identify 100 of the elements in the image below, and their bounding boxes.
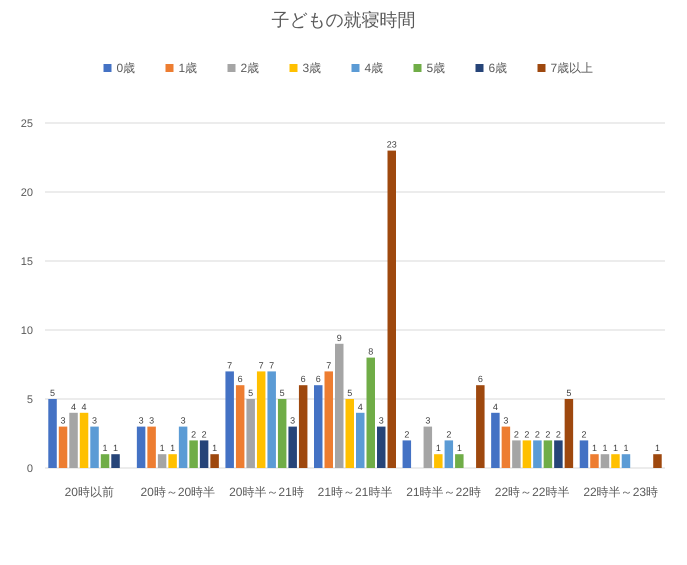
bar xyxy=(491,412,500,468)
x-tick-label: 21時半～22時 xyxy=(406,485,481,499)
bar xyxy=(356,412,364,468)
bar xyxy=(580,440,588,468)
data-label: 3 xyxy=(425,416,430,426)
bar xyxy=(168,454,177,468)
bar xyxy=(424,426,432,468)
data-label: 1 xyxy=(160,443,165,454)
data-label: 2 xyxy=(524,429,530,440)
legend-label: 7歳以上 xyxy=(550,61,594,75)
data-label: 1 xyxy=(654,443,660,454)
bar xyxy=(502,426,510,468)
data-label: 9 xyxy=(336,332,342,343)
bar xyxy=(80,412,88,468)
chart-title: 子どもの就寝時間 xyxy=(272,10,416,30)
data-label: 3 xyxy=(149,416,154,426)
bar xyxy=(324,371,333,468)
data-label: 2 xyxy=(545,429,550,440)
bar xyxy=(335,344,344,468)
data-label: 7 xyxy=(326,360,332,370)
bar xyxy=(189,440,198,468)
bar xyxy=(210,454,219,468)
data-label: 2 xyxy=(191,429,196,440)
bar xyxy=(622,454,630,468)
x-tick-label: 21時～21時半 xyxy=(318,485,392,499)
bar xyxy=(314,385,322,468)
bar xyxy=(434,454,443,468)
data-label: 1 xyxy=(113,443,118,454)
bar xyxy=(278,399,286,468)
bar xyxy=(388,150,396,468)
bar xyxy=(158,454,166,468)
bar xyxy=(522,440,532,468)
data-label: 1 xyxy=(602,443,608,454)
bar xyxy=(48,399,57,468)
bar xyxy=(554,440,563,468)
bar xyxy=(590,454,599,468)
y-tick-label: 0 xyxy=(26,463,33,475)
data-label: 6 xyxy=(238,374,243,384)
bar xyxy=(200,440,208,468)
data-label: 1 xyxy=(212,443,218,454)
data-label: 3 xyxy=(503,416,508,426)
data-label: 8 xyxy=(368,346,374,357)
data-label: 4 xyxy=(358,402,363,412)
data-label: 3 xyxy=(92,416,98,426)
legend-label: 6歳 xyxy=(488,61,508,75)
data-label: 3 xyxy=(180,416,186,426)
legend-label: 2歳 xyxy=(240,61,260,75)
data-label: 1 xyxy=(623,443,628,454)
bar xyxy=(256,371,266,468)
bar xyxy=(111,454,120,468)
data-label: 3 xyxy=(378,416,384,426)
bar xyxy=(225,371,234,468)
bar xyxy=(69,412,78,468)
bar xyxy=(288,426,297,468)
data-label: 1 xyxy=(456,443,462,454)
data-label: 2 xyxy=(404,429,410,440)
bar xyxy=(544,440,552,468)
bar xyxy=(512,440,521,468)
data-label: 5 xyxy=(280,388,285,398)
data-label: 2 xyxy=(202,429,207,440)
x-tick-label: 22時半～23時 xyxy=(583,485,658,499)
data-label: 3 xyxy=(290,416,296,426)
data-label: 7 xyxy=(258,360,264,370)
bar xyxy=(267,371,276,468)
data-label: 4 xyxy=(492,402,498,412)
bar xyxy=(600,454,610,468)
data-label: 1 xyxy=(170,443,176,454)
data-label: 6 xyxy=(316,374,321,384)
data-label: 2 xyxy=(534,429,540,440)
data-label: 3 xyxy=(138,416,144,426)
data-label: 1 xyxy=(436,443,441,454)
data-label: 23 xyxy=(386,140,397,150)
bar xyxy=(564,399,574,468)
data-label: 5 xyxy=(347,388,352,398)
bar xyxy=(246,399,255,468)
legend-label: 0歳 xyxy=(116,61,136,75)
bar xyxy=(377,426,386,468)
data-label: 7 xyxy=(227,360,232,370)
data-label: 5 xyxy=(50,388,56,398)
data-label: 6 xyxy=(478,374,483,384)
y-tick-label: 15 xyxy=(20,256,33,268)
data-label: 1 xyxy=(102,443,108,454)
data-label: 3 xyxy=(60,416,66,426)
data-label: 7 xyxy=(269,360,274,370)
bar xyxy=(147,426,156,468)
bar xyxy=(476,385,485,468)
y-tick-label: 10 xyxy=(20,325,33,337)
data-label: 2 xyxy=(514,429,519,440)
bar xyxy=(298,385,308,468)
x-tick-label: 22時～22時半 xyxy=(494,485,570,499)
y-tick-label: 20 xyxy=(20,187,33,199)
legend-label: 1歳 xyxy=(178,61,198,75)
data-label: 6 xyxy=(300,374,306,384)
bar xyxy=(136,426,146,468)
legend-label: 3歳 xyxy=(302,61,322,75)
data-label: 4 xyxy=(71,402,76,412)
bar xyxy=(366,358,375,468)
bar xyxy=(346,399,354,468)
bar xyxy=(178,426,188,468)
bar xyxy=(402,440,412,468)
